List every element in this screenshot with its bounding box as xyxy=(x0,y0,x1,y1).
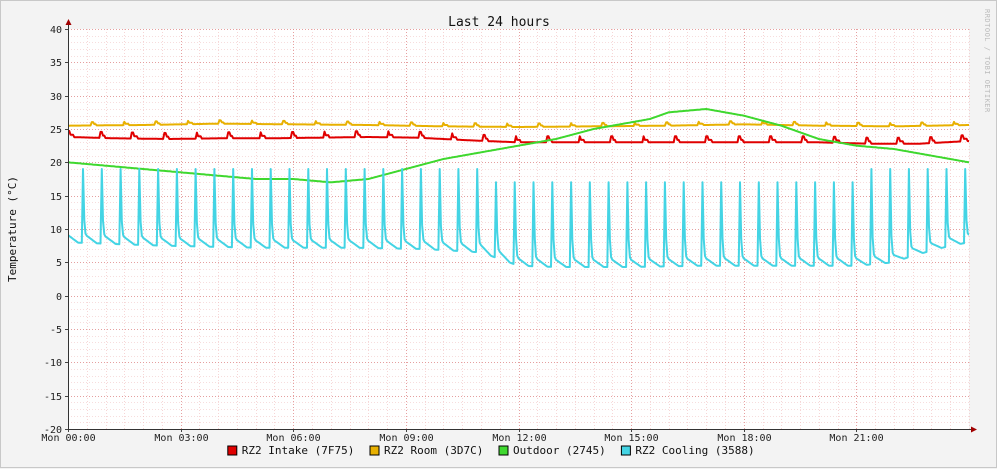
chart-title: Last 24 hours xyxy=(448,15,550,30)
grid xyxy=(68,29,970,430)
y-tick-label: 0 xyxy=(56,292,62,303)
y-axis-label: Temperature (°C) xyxy=(6,176,19,282)
y-tick-label: 5 xyxy=(56,258,62,269)
x-tick-label: Mon 15:00 xyxy=(604,433,658,444)
y-tick-label: -5 xyxy=(50,325,62,336)
legend-label: RZ2 Intake (7F75) xyxy=(242,444,355,457)
y-tick-label: 35 xyxy=(50,58,62,69)
x-tick-label: Mon 12:00 xyxy=(492,433,546,444)
y-tick-label: 30 xyxy=(50,92,62,103)
y-tick-label: 40 xyxy=(50,25,62,36)
series-line xyxy=(68,119,969,128)
y-tick-label: 25 xyxy=(50,125,62,136)
x-tick-label: Mon 18:00 xyxy=(717,433,771,444)
x-axis-arrow xyxy=(971,426,977,433)
legend-swatch xyxy=(369,445,380,456)
legend: RZ2 Intake (7F75) RZ2 Room (3D7C) Outdoor … xyxy=(227,444,755,457)
legend-label: RZ2 Room (3D7C) xyxy=(384,444,483,457)
x-tick-label: Mon 00:00 xyxy=(41,433,95,444)
y-tick-label: 20 xyxy=(50,158,62,169)
y-tick-label: -20 xyxy=(44,425,62,436)
x-tick-label: Mon 09:00 xyxy=(379,433,433,444)
x-tick-label: Mon 06:00 xyxy=(266,433,320,444)
legend-swatch xyxy=(227,445,238,456)
x-tick-label: Mon 21:00 xyxy=(829,433,883,444)
rrdtool-watermark: RRDTOOL / TOBI OETIKER xyxy=(983,9,991,113)
axes xyxy=(65,19,977,433)
y-tick-label: -10 xyxy=(44,358,62,369)
y-tick-label: -15 xyxy=(44,392,62,403)
x-tick-label: Mon 03:00 xyxy=(154,433,208,444)
y-tick-label: 10 xyxy=(50,225,62,236)
series-layer xyxy=(68,108,969,268)
y-tick-label: 15 xyxy=(50,192,62,203)
legend-label: RZ2 Cooling (3588) xyxy=(635,444,754,457)
legend-label: Outdoor (2745) xyxy=(513,444,606,457)
series-line xyxy=(68,108,969,184)
series-line xyxy=(68,130,969,145)
y-axis-arrow xyxy=(65,19,72,25)
series-line xyxy=(68,168,969,268)
legend-swatch xyxy=(620,445,631,456)
legend-swatch xyxy=(498,445,509,456)
